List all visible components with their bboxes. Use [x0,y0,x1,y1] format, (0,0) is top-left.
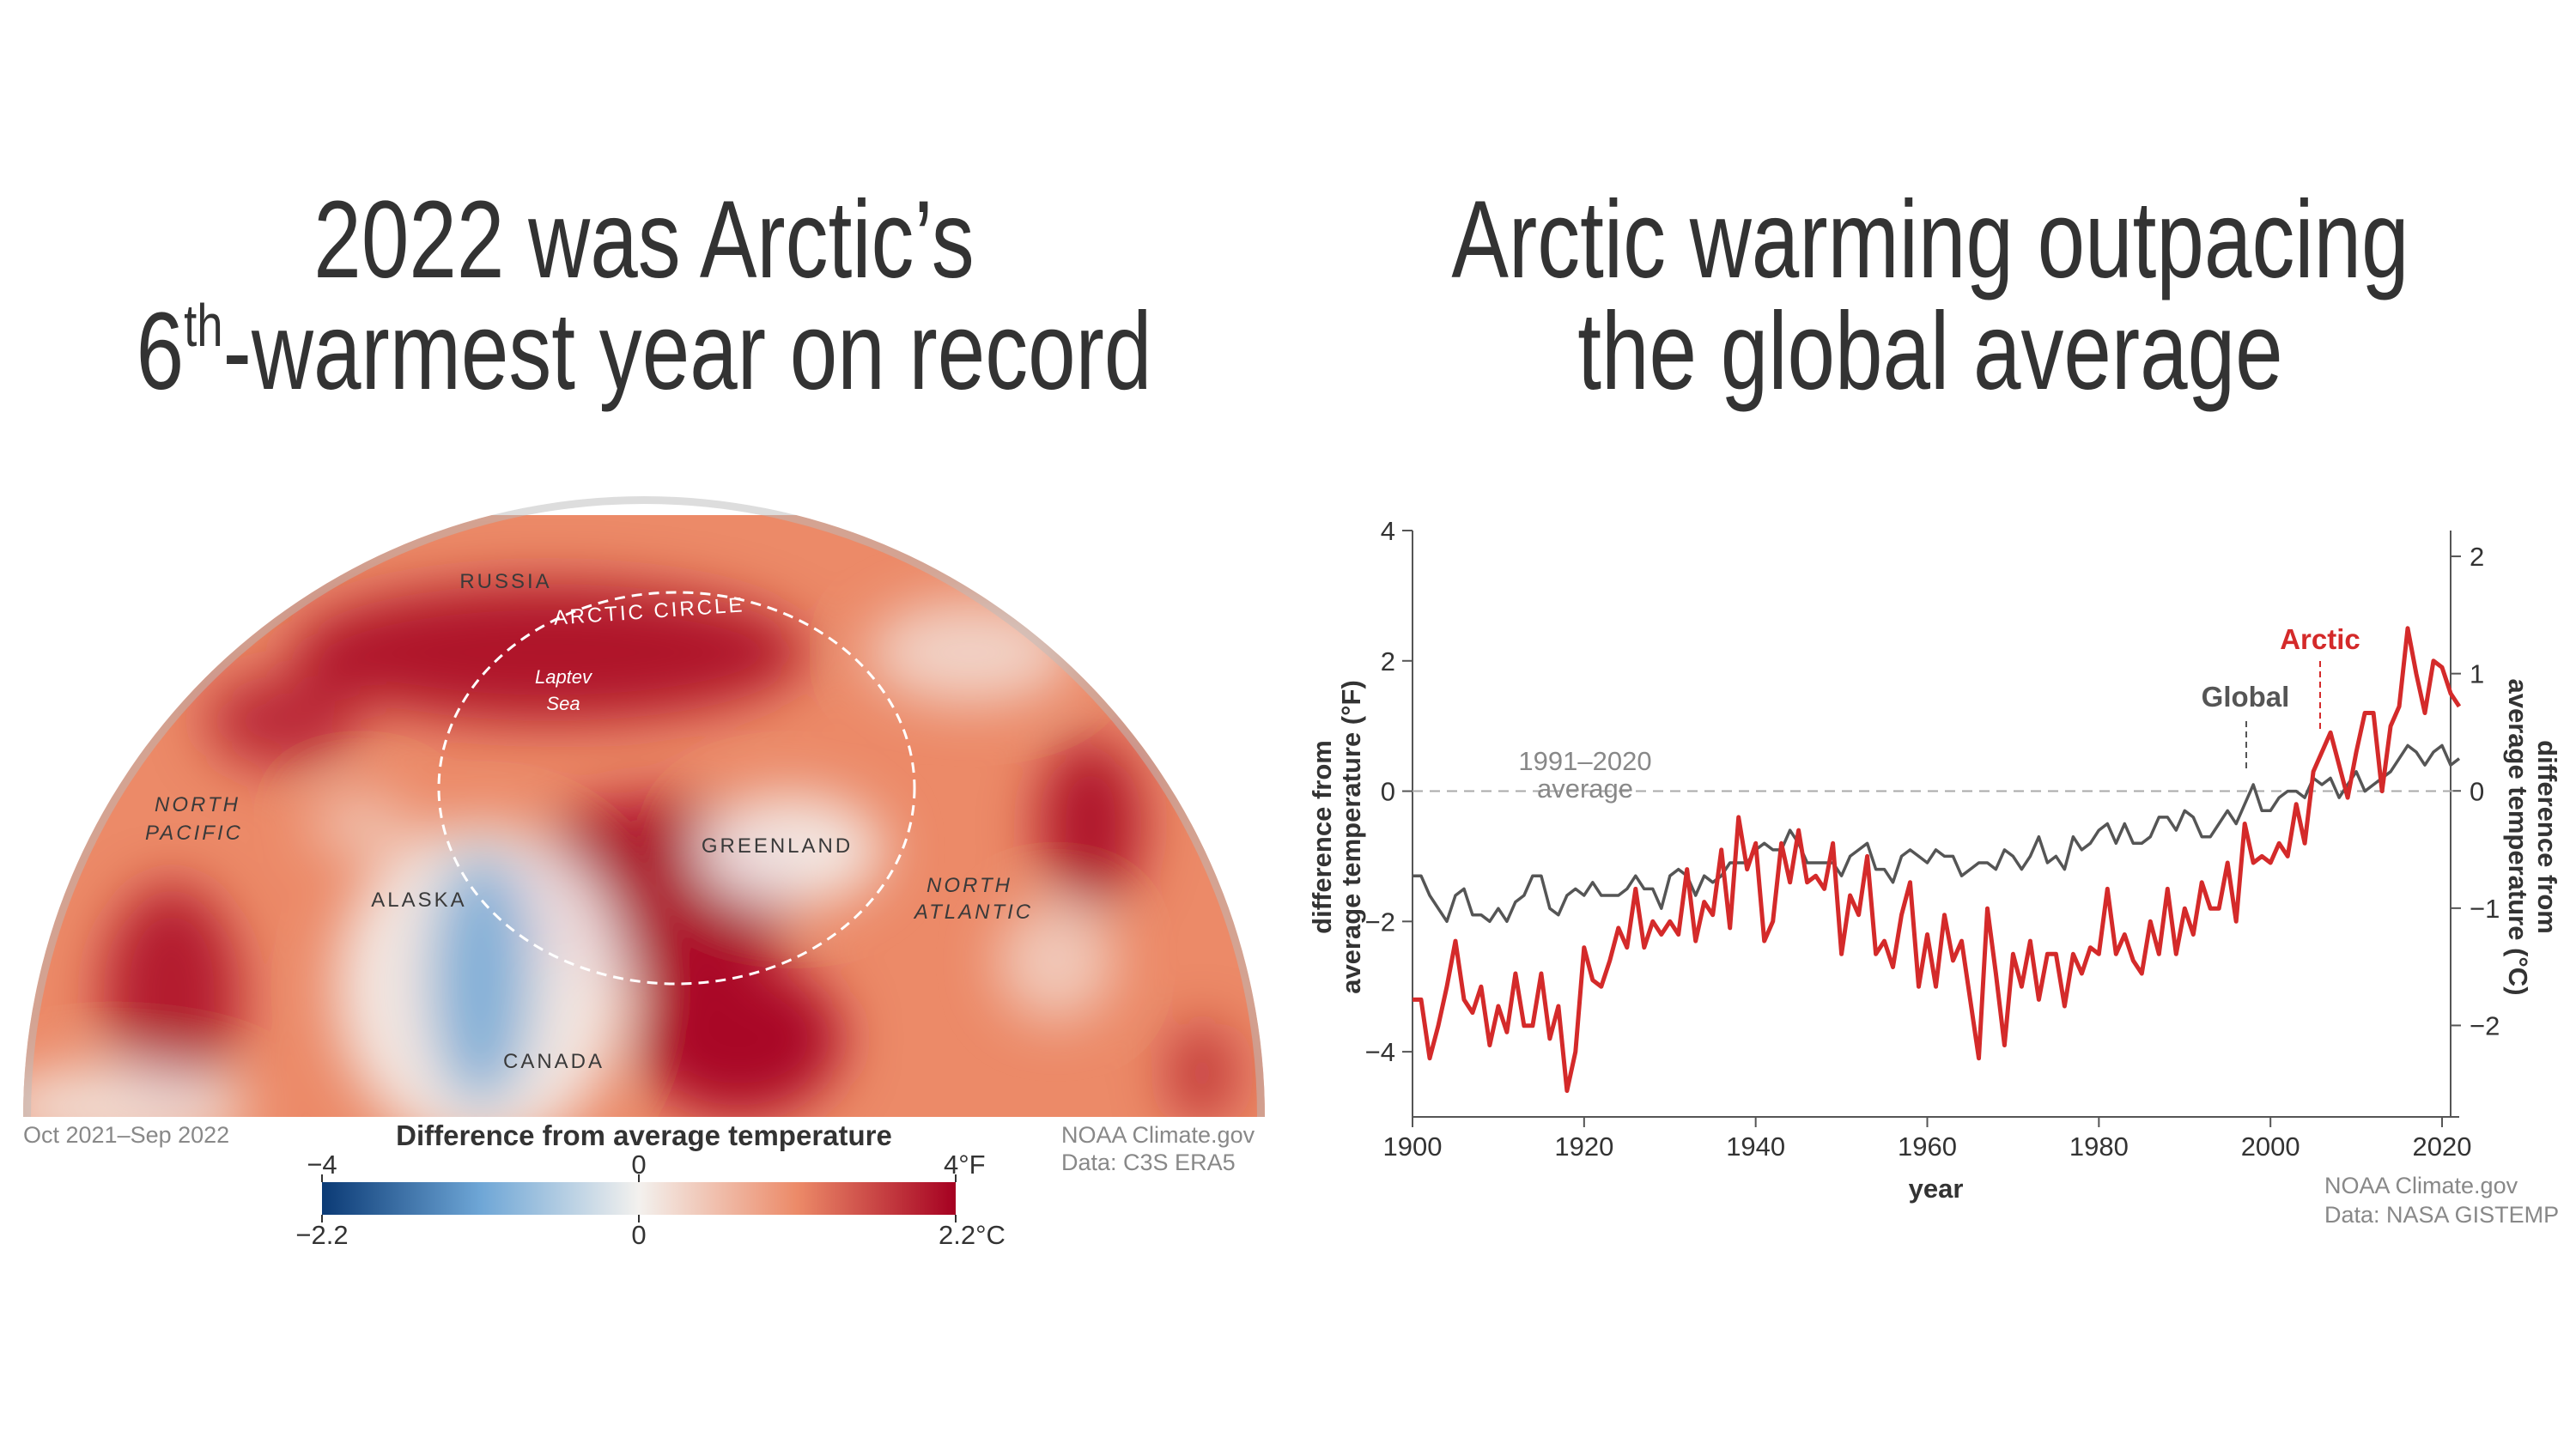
y-tick-label: 2 [1381,646,1395,676]
y2-tick-label: 0 [2470,776,2484,806]
series-label: Global [2202,681,2290,713]
y-tick-label: 0 [1381,777,1395,807]
colorbar-tick-label: −2.2 [295,1220,348,1250]
map-label: PACIFIC [145,822,243,845]
reference-label: 1991–2020 [1518,746,1651,776]
map-shade [635,962,841,1116]
colorbar-tick-label: −4 [307,1150,337,1180]
x-tick-label: 2020 [2413,1131,2472,1162]
x-tick-label: 2000 [2241,1131,2300,1162]
y-tick-label: 4 [1381,516,1395,546]
y-tick-label: −2 [1365,907,1395,937]
map-credit: NOAA Climate.gov [1061,1122,1255,1148]
map-shade [206,674,361,768]
map-shade [292,584,807,721]
map-label: ATLANTIC [913,901,1033,924]
y-axis-label: difference from [1307,740,1337,934]
map-shade [696,794,884,906]
map-label: RUSSIA [459,570,551,593]
chart-title: Arctic warming outpacing the global aver… [1451,179,2409,413]
line-chart: −4 −2 0 2 4 −2 −1 0 1 2 1900 1920 1940 1960 1980 2000 20… [1307,516,2562,1228]
series-line [1413,626,2462,1094]
y2-tick-label: 1 [2470,659,2484,689]
x-axis-label: year [1909,1174,1964,1204]
colorbar-title: Difference from average temperature [396,1119,892,1151]
x-tick-label: 1960 [1898,1131,1957,1162]
y-axis-label: average temperature (°F) [1336,680,1366,994]
map-shade [23,1065,249,1117]
colorbar-tick-label: 2.2°C [939,1220,1005,1250]
title-line: 6th-warmest year on record [137,290,1152,413]
x-tick-label: 1980 [2069,1131,2129,1162]
y2-tick-label: 2 [2470,542,2484,572]
title-part: 6 [137,290,185,413]
map-source: Data: C3S ERA5 [1061,1150,1236,1175]
map-shade [1168,1022,1236,1117]
map-shade [429,850,532,1107]
globe-edge [23,496,1265,1117]
reference-label: average [1537,774,1633,804]
colorbar-tick-label: 4°F [944,1150,986,1180]
x-tick-label: 1940 [1726,1131,1785,1162]
chart-source: Data: NASA GISTEMP [2324,1202,2559,1228]
title-line: 2022 was Arctic’s [313,179,974,301]
colorbar-tick-label: 0 [631,1220,646,1250]
series-label: Arctic [2280,623,2360,655]
map-shade [1039,738,1142,910]
map-period: Oct 2021–Sep 2022 [23,1122,229,1148]
y2-tick-label: −1 [2470,894,2500,924]
map-label: GREENLAND [702,834,853,858]
map-shade [867,601,1073,704]
y-tick-label: −4 [1365,1037,1395,1067]
y2-axis-label: average temperature (°C) [2503,678,2533,995]
chart-credit: NOAA Climate.gov [2324,1173,2518,1198]
map-label: ALASKA [371,889,466,912]
colorbar [322,1182,956,1215]
map-label: Laptev [535,666,593,688]
x-tick-label: 1920 [1554,1131,1613,1162]
map-shade [309,790,412,858]
colorbar-tick-label: 0 [631,1150,646,1180]
title-line: the global average [1577,290,2282,413]
map-label: NORTH [927,874,1012,897]
colorbar-ticks: −4 0 4°F −2.2 0 2.2°C [295,1150,1005,1250]
y2-axis-label: difference from [2532,740,2562,934]
title-superscript: th [184,293,223,360]
series-line [1413,743,2461,924]
map-label: Sea [546,693,580,714]
arctic-circle [437,591,916,986]
title-part: -warmest year on record [223,290,1152,413]
map-label: CANADA [503,1050,605,1073]
map-shade [103,884,240,1107]
map-shading [23,584,1236,1117]
map-shade [996,901,1116,1022]
map-label: NORTH [155,793,240,816]
x-tick-label: 1900 [1383,1131,1443,1162]
title-line: Arctic warming outpacing [1451,179,2409,301]
map-labels: RUSSIA ARCTIC CIRCLE Laptev Sea NORTH PA… [145,570,1033,1073]
map-title: 2022 was Arctic’s 6th-warmest year on re… [137,179,1152,413]
y2-tick-label: −2 [2470,1010,2500,1040]
